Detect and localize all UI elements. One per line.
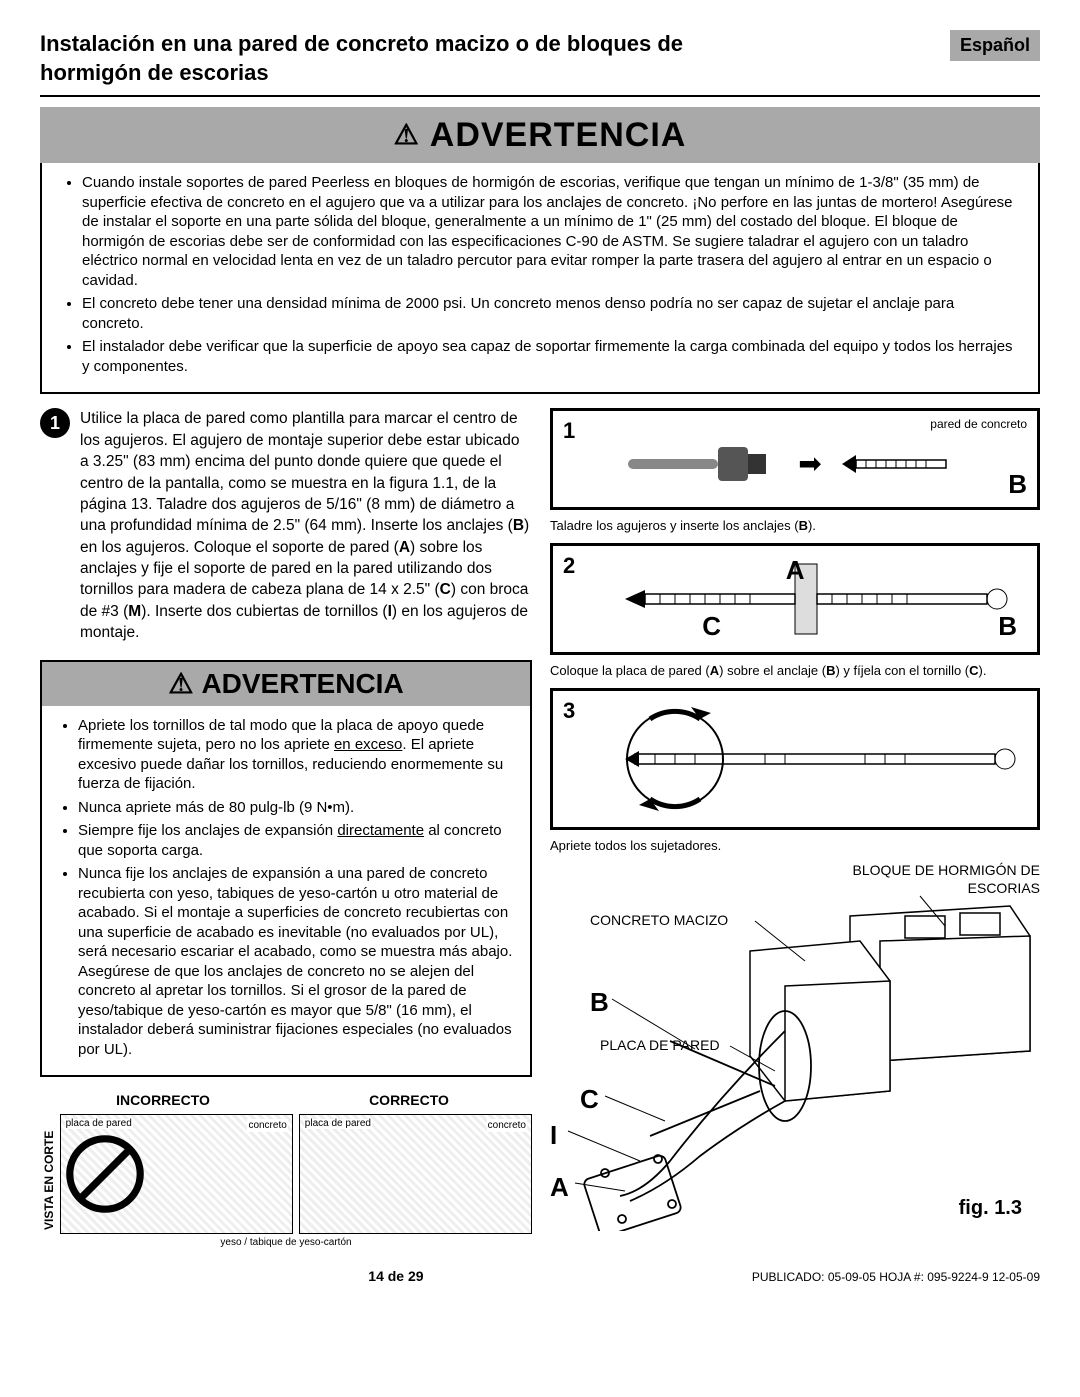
warn1-bullet: El instalador debe verificar que la supe… [82, 337, 1018, 376]
cutaway-correct: placa de pared concreto [299, 1114, 532, 1234]
header: Instalación en una pared de concreto mac… [40, 30, 1040, 87]
step-1: 1 Utilice la placa de pared como plantil… [40, 408, 532, 643]
fig2-caption: Coloque la placa de pared (A) sobre el a… [550, 663, 1040, 680]
assembly-illustration [550, 861, 1040, 1231]
fig-2: 2 A C B [550, 543, 1040, 655]
footer: 14 de 29 PUBLICADO: 05-09-05 HOJA #: 095… [40, 1267, 1040, 1286]
cutaway-view: VISTA EN CORTE placa de pared concreto p… [40, 1114, 532, 1234]
arrow-icon: ➡ [798, 446, 821, 482]
fig1-caption: Taladre los agujeros y inserte los ancla… [550, 518, 1040, 535]
fig3-caption: Apriete todos los sujetadores. [550, 838, 1040, 855]
cutaway-headers: INCORRECTO CORRECTO [40, 1091, 532, 1109]
warn1-bullet: Cuando instale soportes de pared Peerles… [82, 173, 1018, 290]
hammer-icon [628, 439, 778, 489]
warn2-bullet: Apriete los tornillos de tal modo que la… [78, 716, 514, 794]
cutaway-side-label: VISTA EN CORTE [40, 1114, 60, 1234]
incorrect-label: INCORRECTO [40, 1091, 286, 1109]
warning-2-body: Apriete los tornillos de tal modo que la… [42, 706, 530, 1076]
divider [40, 95, 1040, 97]
warn1-bullet: El concreto debe tener una densidad míni… [82, 294, 1018, 333]
page-title: Instalación en una pared de concreto mac… [40, 30, 760, 87]
assembly-figure: BLOQUE DE HORMIGÓN DE ESCORIAS CONCRETO … [550, 861, 1040, 1231]
fig-3: 3 [550, 688, 1040, 830]
warning-label: ADVERTENCIA [430, 113, 687, 157]
warning-label: ADVERTENCIA [201, 666, 403, 702]
prohibit-icon [61, 1115, 292, 1233]
warning-box-2: ⚠ ADVERTENCIA Apriete los tornillos de t… [40, 660, 532, 1078]
fig-1: 1 pared de concreto ➡ B [550, 408, 1040, 510]
tighten-icon [563, 699, 1027, 819]
fig2-illustration: A C B [563, 554, 1027, 644]
left-column: 1 Utilice la placa de pared como plantil… [40, 408, 532, 1248]
warning-icon: ⚠ [394, 117, 420, 153]
step-text: Utilice la placa de pared como plantilla… [80, 408, 532, 643]
page-number: 14 de 29 [368, 1267, 423, 1285]
language-badge: Español [950, 30, 1040, 61]
warn2-bullet: Nunca fije los anclajes de expansión a u… [78, 864, 514, 1059]
warn2-bullet: Nunca apriete más de 80 pulg-lb (9 N•m). [78, 798, 514, 818]
right-column: 1 pared de concreto ➡ B Taladre los aguj… [550, 408, 1040, 1248]
cutaway-footnote: yeso / tabique de yeso-cartón [40, 1236, 532, 1249]
step-number: 1 [40, 408, 70, 438]
warning-banner-2: ⚠ ADVERTENCIA [42, 662, 530, 706]
correct-label: CORRECTO [286, 1091, 532, 1109]
publication-info: PUBLICADO: 05-09-05 HOJA #: 095-9224-9 1… [752, 1270, 1040, 1286]
warning-banner-1: ⚠ ADVERTENCIA [40, 107, 1040, 163]
cutaway-incorrect: placa de pared concreto [60, 1114, 293, 1234]
warn2-bullet: Siempre fije los anclajes de expansión d… [78, 821, 514, 860]
fig3-illustration [563, 699, 1027, 819]
warning-1-body: Cuando instale soportes de pared Peerles… [40, 163, 1040, 394]
warning-icon: ⚠ [168, 666, 193, 702]
anchor-icon [842, 449, 962, 479]
